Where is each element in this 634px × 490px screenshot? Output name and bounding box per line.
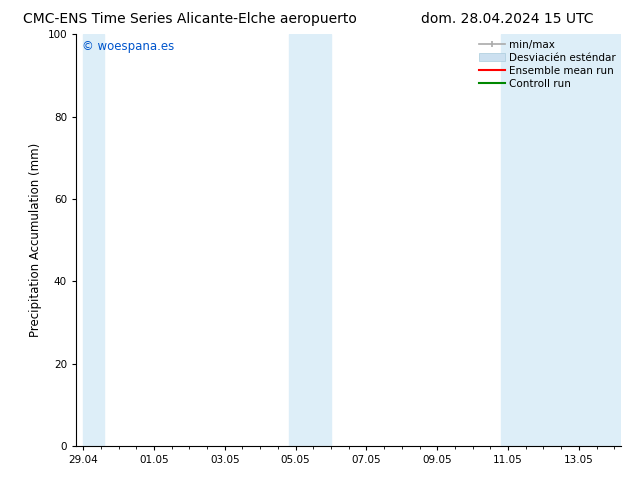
Y-axis label: Precipitation Accumulation (mm): Precipitation Accumulation (mm)	[29, 143, 42, 337]
Bar	[288, 34, 331, 446]
Text: dom. 28.04.2024 15 UTC: dom. 28.04.2024 15 UTC	[421, 12, 593, 26]
Bar	[83, 34, 105, 446]
Text: © woespana.es: © woespana.es	[82, 41, 174, 53]
Text: CMC-ENS Time Series Alicante-Elche aeropuerto: CMC-ENS Time Series Alicante-Elche aerop…	[23, 12, 357, 26]
Bar	[501, 34, 621, 446]
Legend: min/max, Desviacién esténdar, Ensemble mean run, Controll run: min/max, Desviacién esténdar, Ensemble m…	[477, 37, 618, 91]
